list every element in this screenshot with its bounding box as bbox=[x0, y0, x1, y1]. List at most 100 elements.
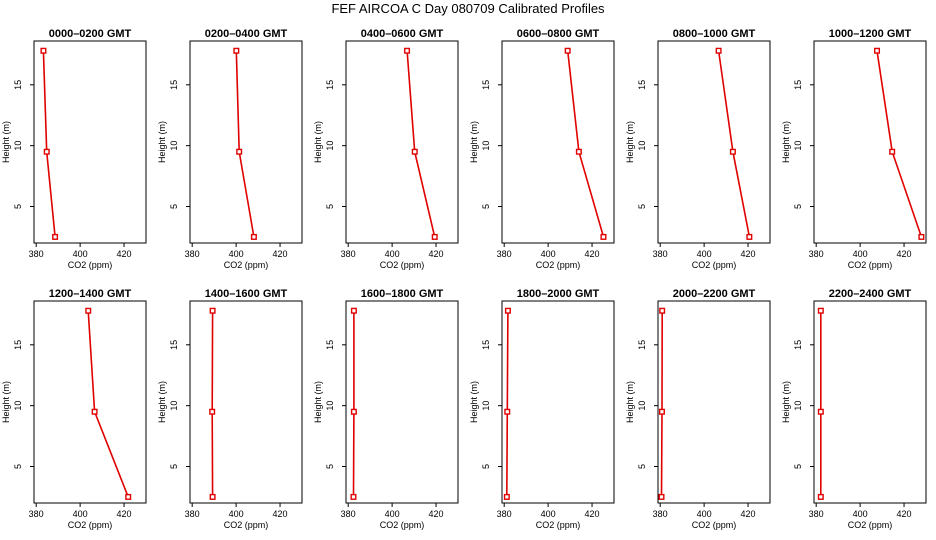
y-tick-label: 10 bbox=[169, 401, 179, 411]
x-tick-label: 380 bbox=[185, 249, 200, 259]
y-axis-label: Height (m) bbox=[313, 381, 323, 423]
x-axis-label: CO2 (ppm) bbox=[692, 520, 737, 530]
y-tick-label: 15 bbox=[637, 340, 647, 350]
x-tick-label: 380 bbox=[341, 249, 356, 259]
plot-frame-4 bbox=[501, 40, 615, 244]
y-tick-label: 15 bbox=[13, 80, 23, 90]
panel-title-2: 0200–0400 GMT bbox=[205, 28, 288, 40]
panel-title-8: 1400–1600 GMT bbox=[205, 288, 288, 300]
x-tick-label: 400 bbox=[385, 249, 400, 259]
data-point-6-2 bbox=[889, 148, 896, 155]
x-axis-label: CO2 (ppm) bbox=[848, 260, 893, 270]
plot-frame-7 bbox=[33, 300, 147, 504]
x-tick-label: 380 bbox=[497, 509, 512, 519]
data-point-7-1 bbox=[85, 307, 92, 314]
x-tick-label: 380 bbox=[809, 509, 824, 519]
data-point-8-1 bbox=[209, 307, 216, 314]
x-axis-label: CO2 (ppm) bbox=[68, 520, 113, 530]
y-tick-label: 5 bbox=[169, 464, 179, 469]
y-axis-label: Height (m) bbox=[469, 381, 479, 423]
data-point-8-2 bbox=[209, 408, 216, 415]
data-point-6-3 bbox=[918, 233, 925, 240]
panel-title-7: 1200–1400 GMT bbox=[49, 288, 132, 300]
data-point-4-3 bbox=[600, 233, 607, 240]
x-tick-label: 420 bbox=[897, 249, 912, 259]
data-point-2-2 bbox=[236, 148, 243, 155]
y-axis-label: Height (m) bbox=[625, 121, 635, 163]
data-point-2-1 bbox=[233, 47, 240, 54]
x-axis-label: CO2 (ppm) bbox=[536, 260, 581, 270]
x-tick-label: 420 bbox=[273, 509, 288, 519]
data-point-11-1 bbox=[659, 307, 666, 314]
profile-line-2 bbox=[235, 50, 255, 238]
y-tick-label: 10 bbox=[169, 141, 179, 151]
x-tick-label: 400 bbox=[541, 249, 556, 259]
profile-line-5 bbox=[717, 50, 751, 238]
data-point-5-1 bbox=[715, 47, 722, 54]
profile-line-6 bbox=[876, 50, 923, 238]
x-tick-label: 400 bbox=[229, 249, 244, 259]
x-tick-label: 420 bbox=[117, 249, 132, 259]
data-point-9-2 bbox=[350, 408, 357, 415]
x-tick-label: 420 bbox=[429, 509, 444, 519]
y-tick-label: 15 bbox=[793, 80, 803, 90]
x-tick-label: 400 bbox=[73, 249, 88, 259]
y-tick-label: 10 bbox=[793, 141, 803, 151]
data-point-11-2 bbox=[658, 408, 665, 415]
y-tick-label: 10 bbox=[637, 401, 647, 411]
data-point-7-2 bbox=[91, 408, 98, 415]
y-tick-label: 5 bbox=[325, 464, 335, 469]
x-tick-label: 400 bbox=[697, 249, 712, 259]
plot-frame-10 bbox=[501, 300, 615, 504]
x-tick-label: 420 bbox=[429, 249, 444, 259]
data-point-7-3 bbox=[125, 493, 132, 500]
y-tick-label: 15 bbox=[325, 80, 335, 90]
x-axis-label: CO2 (ppm) bbox=[536, 520, 581, 530]
x-axis-label: CO2 (ppm) bbox=[224, 520, 269, 530]
plot-frame-5 bbox=[657, 40, 771, 244]
y-axis-label: Height (m) bbox=[625, 381, 635, 423]
profile-line-4 bbox=[566, 50, 605, 238]
y-tick-label: 5 bbox=[13, 464, 23, 469]
x-tick-label: 400 bbox=[73, 509, 88, 519]
x-tick-label: 380 bbox=[29, 249, 44, 259]
y-tick-label: 15 bbox=[13, 340, 23, 350]
panel-title-5: 0800–1000 GMT bbox=[673, 28, 756, 40]
y-tick-label: 10 bbox=[637, 141, 647, 151]
plot-frame-1 bbox=[33, 40, 147, 244]
data-point-11-3 bbox=[658, 493, 665, 500]
y-tick-label: 15 bbox=[481, 340, 491, 350]
y-tick-label: 10 bbox=[325, 401, 335, 411]
data-point-4-1 bbox=[564, 47, 571, 54]
y-axis-label: Height (m) bbox=[781, 121, 791, 163]
plot-frame-12 bbox=[813, 300, 927, 504]
y-tick-label: 15 bbox=[481, 80, 491, 90]
y-tick-label: 10 bbox=[13, 401, 23, 411]
data-point-3-1 bbox=[404, 47, 411, 54]
plot-frame-8 bbox=[189, 300, 303, 504]
page-title: FEF AIRCOA C Day 080709 Calibrated Profi… bbox=[331, 1, 605, 16]
x-tick-label: 380 bbox=[653, 249, 668, 259]
y-tick-label: 5 bbox=[169, 204, 179, 209]
panel-title-12: 2200–2400 GMT bbox=[829, 288, 912, 300]
data-point-10-3 bbox=[503, 493, 510, 500]
x-tick-label: 420 bbox=[117, 509, 132, 519]
y-tick-label: 5 bbox=[325, 204, 335, 209]
x-axis-label: CO2 (ppm) bbox=[380, 520, 425, 530]
data-point-3-3 bbox=[431, 233, 438, 240]
y-tick-label: 10 bbox=[481, 401, 491, 411]
data-point-1-1 bbox=[40, 47, 47, 54]
data-point-1-2 bbox=[43, 148, 50, 155]
y-axis-label: Height (m) bbox=[1, 121, 11, 163]
y-tick-label: 10 bbox=[325, 141, 335, 151]
y-tick-label: 15 bbox=[169, 340, 179, 350]
data-point-12-2 bbox=[817, 408, 824, 415]
x-tick-label: 420 bbox=[585, 509, 600, 519]
plot-frame-9 bbox=[345, 300, 459, 504]
y-tick-label: 5 bbox=[793, 204, 803, 209]
x-axis-label: CO2 (ppm) bbox=[224, 260, 269, 270]
x-tick-label: 380 bbox=[809, 249, 824, 259]
data-point-2-3 bbox=[250, 233, 257, 240]
x-tick-label: 400 bbox=[697, 509, 712, 519]
